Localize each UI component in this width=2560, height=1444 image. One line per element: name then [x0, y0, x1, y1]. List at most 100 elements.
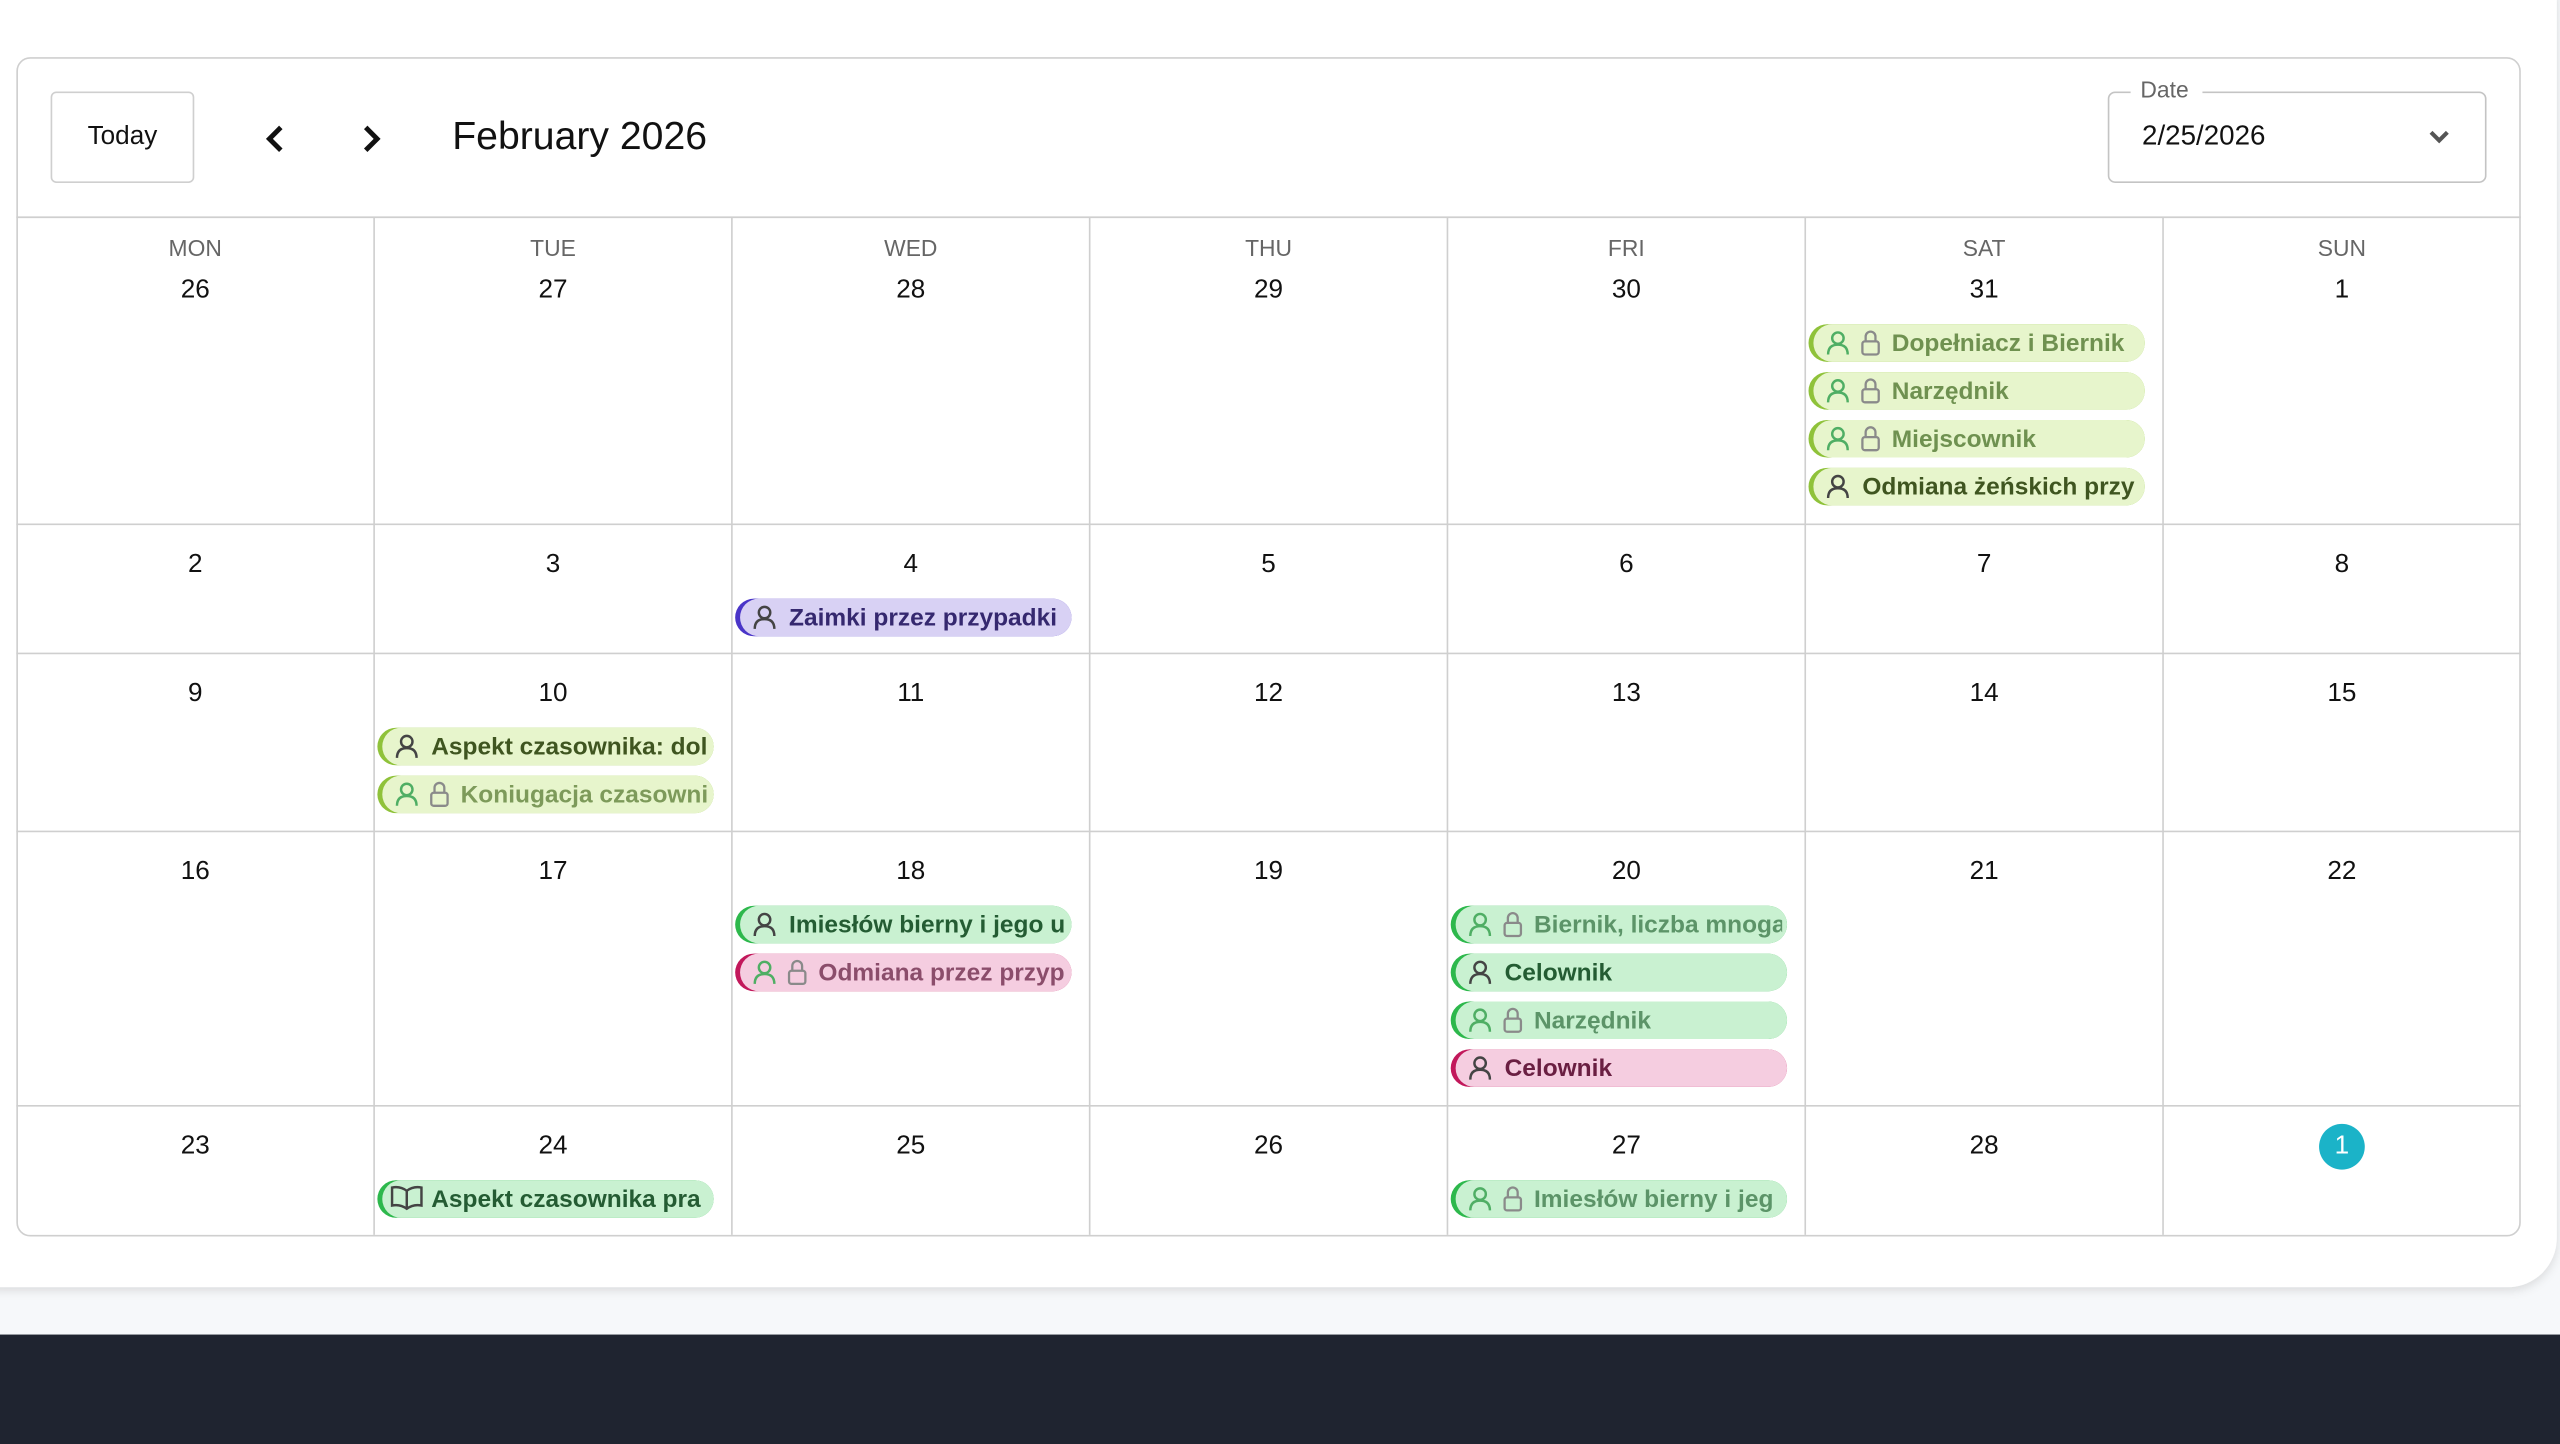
day-number: 19 — [1254, 855, 1283, 885]
day-cell: 3 — [546, 548, 561, 578]
event-pill[interactable]: Zaimki przez przypadki — [735, 598, 1072, 637]
day-number: 22 — [2327, 855, 2356, 885]
day-cell: 29 — [1254, 274, 1283, 304]
day-cell: 15 — [2327, 677, 2356, 707]
day-number: 27 — [1612, 1130, 1641, 1160]
event-pill[interactable]: Aspekt czasownika pra — [377, 1180, 714, 1218]
label-gap — [2130, 78, 2203, 102]
weekday-label: THU — [1245, 235, 1292, 261]
day-cell: 2 — [188, 548, 203, 578]
today-button[interactable] — [50, 91, 195, 183]
day-number: 17 — [538, 855, 567, 885]
day-number: 28 — [896, 274, 925, 304]
event-pill[interactable]: Odmiana przez przyp — [735, 953, 1072, 992]
day-cell: 1 — [2335, 274, 2350, 304]
event-title: Aspekt czasownika pra — [431, 1186, 701, 1213]
day-cell: 24 Aspekt czasownika pra — [377, 1130, 714, 1218]
event-title: Imiesłów bierny i jego u — [789, 912, 1065, 939]
day-cell: 28 — [1970, 1130, 1999, 1160]
day-cell: 20 Biernik, liczba mnoga Celownik Narzędnik… — [1450, 855, 1788, 1087]
day-cell: 13 — [1612, 677, 1641, 707]
weekday-label: MON — [169, 235, 222, 261]
day-cell: 5 — [1261, 548, 1276, 578]
event-title: Zaimki przez przypadki — [789, 605, 1057, 632]
event-pill[interactable]: Miejscownik — [1808, 419, 2145, 458]
event-pill[interactable]: Narzędnik — [1450, 1001, 1788, 1040]
event-title: Koniugacja czasowni — [461, 781, 709, 808]
event-title: Imiesłów bierny i jeg — [1534, 1186, 1773, 1213]
day-number: 28 — [1970, 1130, 1999, 1160]
day-number: 29 — [1254, 274, 1283, 304]
date-value: 2/25/2026 — [2142, 120, 2265, 151]
day-number: 30 — [1612, 274, 1641, 304]
day-cell: 26 — [181, 274, 210, 304]
event-pill[interactable]: Dopełniacz i Biernik — [1808, 324, 2145, 362]
day-cell: 21 — [1970, 855, 1999, 885]
day-number: 3 — [546, 548, 561, 578]
dropdown-chevron[interactable] — [2429, 130, 2449, 144]
event-pill[interactable]: Celownik — [1450, 1049, 1788, 1087]
weekday-label: WED — [884, 235, 937, 261]
event-title: Celownik — [1505, 960, 1613, 987]
event-pill[interactable]: Koniugacja czasowni — [377, 775, 714, 814]
next-button[interactable] — [363, 125, 381, 153]
day-number: 26 — [1254, 1130, 1283, 1160]
event-title: Biernik, liczba mnoga — [1534, 912, 1786, 939]
event-pill[interactable]: Imiesłów bierny i jeg — [1450, 1180, 1788, 1218]
day-number: 16 — [181, 855, 210, 885]
event-pill[interactable]: Imiesłów bierny i jego u — [735, 905, 1072, 944]
day-cell: 4 Zaimki przez przypadki — [735, 548, 1072, 637]
day-cell: 10 Aspekt czasownika: dol Koniugacja czaso… — [377, 677, 714, 814]
day-number: 27 — [538, 274, 567, 304]
day-number: 10 — [538, 677, 567, 707]
day-cell: 14 — [1970, 677, 1999, 707]
day-number: 8 — [2335, 548, 2350, 578]
footer — [0, 1334, 2560, 1444]
event-title: Odmiana żeńskich przy — [1862, 474, 2134, 501]
day-number: 2 — [188, 548, 203, 578]
event-pill[interactable]: Narzędnik — [1808, 372, 2145, 410]
day-number: 1 — [2335, 1130, 2350, 1160]
day-number: 24 — [538, 1130, 567, 1160]
event-title: Miejscownik — [1892, 426, 2037, 453]
day-number: 25 — [896, 1130, 925, 1160]
event-title: Narzędnik — [1892, 378, 2009, 405]
day-number: 6 — [1619, 548, 1634, 578]
today-marker — [2319, 1123, 2365, 1170]
day-cell: 28 — [896, 274, 925, 304]
event-pill[interactable]: Biernik, liczba mnoga — [1450, 905, 1788, 944]
event-title: Odmiana przez przyp — [818, 960, 1064, 987]
weekday-label: TUE — [530, 235, 576, 261]
weekday-label: FRI — [1608, 235, 1645, 261]
day-number: 12 — [1254, 677, 1283, 707]
day-cell: 18 Imiesłów bierny i jego u Odmiana przez … — [735, 855, 1072, 992]
day-cell: 27 Imiesłów bierny i jeg — [1450, 1130, 1788, 1218]
day-cell: 19 — [1254, 855, 1283, 885]
day-number: 7 — [1977, 548, 1992, 578]
event-pill[interactable]: Aspekt czasownika: dol — [377, 727, 714, 766]
event-pill[interactable]: Odmiana żeńskich przy — [1808, 467, 2145, 506]
day-number: 1 — [2335, 274, 2350, 304]
date-label: Date — [2140, 77, 2188, 103]
date-field[interactable] — [2107, 91, 2487, 183]
day-cell: 11 — [897, 677, 924, 707]
day-number: 13 — [1612, 677, 1641, 707]
day-cell: 9 — [188, 677, 203, 707]
day-number: 5 — [1261, 548, 1276, 578]
today-label: Today — [88, 120, 158, 150]
weekday-label: SAT — [1963, 235, 2006, 261]
day-cell: 30 — [1612, 274, 1641, 304]
day-number: 9 — [188, 677, 203, 707]
day-cell: 27 — [538, 274, 567, 304]
weekday-label: SUN — [2318, 235, 2366, 261]
day-cell: 8 — [2335, 548, 2350, 578]
day-cell: 17 — [538, 855, 567, 885]
event-pill[interactable]: Celownik — [1450, 953, 1788, 992]
day-cell: 1 — [2319, 1123, 2365, 1170]
day-number: 23 — [181, 1130, 210, 1160]
toolbar: Today February 2026 Date 2/25/2026 — [50, 77, 2487, 183]
day-cell: 31 Dopełniacz i Biernik Narzędnik Miejscown… — [1808, 274, 2145, 506]
day-number: 21 — [1970, 855, 1999, 885]
prev-button[interactable] — [265, 125, 283, 153]
